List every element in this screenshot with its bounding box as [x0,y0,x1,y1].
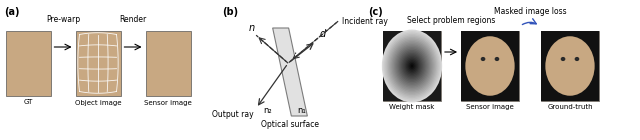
FancyBboxPatch shape [145,31,191,95]
FancyBboxPatch shape [541,31,599,101]
Text: GT: GT [23,100,33,106]
Ellipse shape [407,60,417,72]
Ellipse shape [401,53,423,79]
Text: (b): (b) [222,7,238,17]
Text: Output ray: Output ray [211,110,253,119]
Text: Select problem regions: Select problem regions [407,16,495,25]
FancyBboxPatch shape [383,31,441,101]
FancyBboxPatch shape [6,31,51,95]
Ellipse shape [403,54,422,78]
Ellipse shape [465,36,515,96]
Ellipse shape [385,34,438,98]
Polygon shape [273,28,307,116]
Text: d: d [319,29,325,39]
Text: n₂: n₂ [264,106,272,115]
Ellipse shape [481,57,485,61]
Text: Weight mask: Weight mask [389,104,435,110]
Text: Render: Render [120,16,147,24]
Ellipse shape [495,57,499,61]
Text: n₁: n₁ [298,106,307,115]
Ellipse shape [396,47,428,85]
FancyBboxPatch shape [76,31,120,95]
Text: (a): (a) [4,7,19,17]
Text: Pre-warp: Pre-warp [46,16,80,24]
Ellipse shape [406,59,418,73]
Ellipse shape [382,30,442,102]
Ellipse shape [404,57,419,75]
Text: n: n [249,23,255,33]
Ellipse shape [394,44,430,88]
Text: Optical surface: Optical surface [261,120,319,129]
Text: Ground-truth: Ground-truth [547,104,593,110]
Ellipse shape [384,32,440,100]
FancyBboxPatch shape [461,31,519,101]
Text: Object image: Object image [75,100,121,106]
Ellipse shape [545,36,595,96]
Ellipse shape [399,50,425,82]
Ellipse shape [575,57,579,61]
Ellipse shape [388,37,436,95]
Ellipse shape [400,51,424,80]
FancyBboxPatch shape [461,31,519,101]
Ellipse shape [561,57,565,61]
Text: Sensor image: Sensor image [144,100,192,106]
FancyBboxPatch shape [383,31,441,101]
Text: (c): (c) [368,7,383,17]
Ellipse shape [392,41,433,91]
Ellipse shape [397,49,426,83]
Ellipse shape [408,62,415,70]
Ellipse shape [387,35,437,97]
Ellipse shape [383,31,441,101]
Ellipse shape [393,43,431,89]
Ellipse shape [390,40,434,92]
FancyBboxPatch shape [541,31,599,101]
Ellipse shape [404,56,420,76]
Ellipse shape [389,38,435,94]
Text: Sensor image: Sensor image [466,104,514,110]
Ellipse shape [395,46,429,86]
Ellipse shape [410,63,415,69]
Text: Masked image loss: Masked image loss [493,7,566,16]
Ellipse shape [411,65,413,67]
Text: Incident ray: Incident ray [342,17,388,26]
